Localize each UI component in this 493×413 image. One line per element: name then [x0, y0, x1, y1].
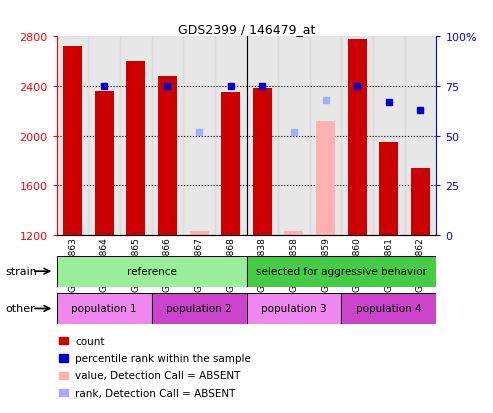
Bar [221, 93, 240, 235]
Bar [278, 37, 310, 235]
Bar [310, 37, 341, 235]
Bar [95, 92, 113, 235]
Bar [126, 62, 145, 235]
Bar [57, 256, 246, 287]
Bar [152, 37, 183, 235]
Bar [246, 37, 278, 235]
Bar [57, 37, 88, 235]
Bar [215, 37, 246, 235]
Bar [373, 37, 405, 235]
Text: strain: strain [5, 266, 37, 277]
Text: population 2: population 2 [166, 304, 232, 314]
Bar [246, 256, 436, 287]
Bar [284, 232, 304, 235]
Bar [341, 37, 373, 235]
Text: population 3: population 3 [261, 304, 327, 314]
Bar [246, 293, 341, 324]
Text: rank, Detection Call = ABSENT: rank, Detection Call = ABSENT [75, 388, 236, 398]
Bar [341, 293, 436, 324]
Text: population 4: population 4 [356, 304, 422, 314]
Bar [405, 37, 436, 235]
Text: percentile rank within the sample: percentile rank within the sample [75, 353, 251, 363]
Bar [152, 293, 246, 324]
Text: value, Detection Call = ABSENT: value, Detection Call = ABSENT [75, 370, 241, 380]
Bar [411, 169, 430, 235]
Title: GDS2399 / 146479_at: GDS2399 / 146479_at [178, 23, 315, 36]
Bar [380, 142, 398, 235]
Bar [316, 121, 335, 235]
Bar [253, 89, 272, 235]
Bar [57, 293, 152, 324]
Text: population 1: population 1 [71, 304, 137, 314]
Bar [88, 37, 120, 235]
Text: reference: reference [127, 266, 176, 277]
Text: other: other [5, 304, 35, 314]
Bar [63, 47, 82, 235]
Bar [158, 77, 177, 235]
Text: selected for aggressive behavior: selected for aggressive behavior [256, 266, 427, 277]
Bar [120, 37, 152, 235]
Bar [183, 37, 215, 235]
Bar [189, 232, 209, 235]
Bar [348, 40, 367, 235]
Text: count: count [75, 336, 105, 346]
